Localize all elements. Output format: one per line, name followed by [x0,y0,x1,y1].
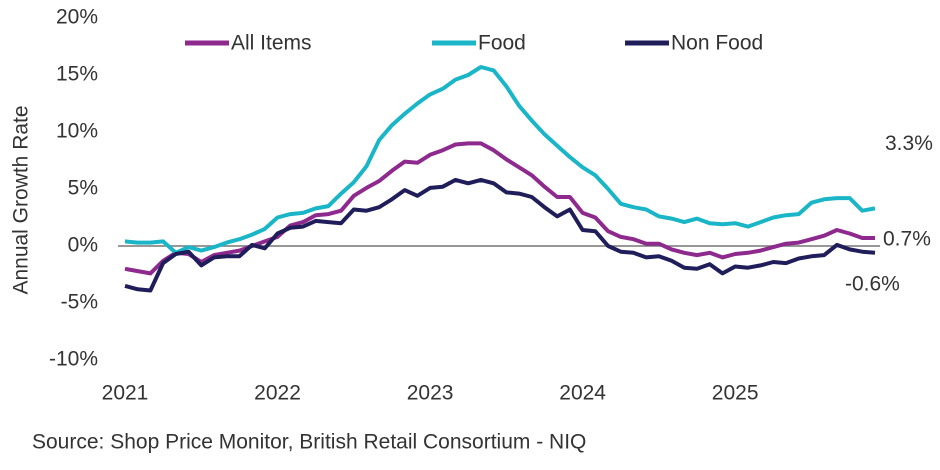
y-tick-label: 10% [56,120,98,143]
y-tick-label: 0% [68,234,98,257]
value-label: 0.7% [883,228,931,251]
x-tick-label: 2025 [712,382,759,405]
series-line [124,141,875,276]
y-tick-label: -10% [49,348,98,371]
source-note: Source: Shop Price Monitor, British Reta… [32,431,586,454]
x-tick-label: 2022 [254,382,301,405]
legend-label: Non Food [671,32,763,55]
y-tick-label: 15% [56,63,98,86]
legend-label: Food [478,32,526,55]
value-label: -0.6% [845,272,900,295]
y-tick-label: 20% [56,6,98,29]
x-tick-label: 2023 [407,382,454,405]
x-tick-label: 2021 [102,382,149,405]
y-axis-title: Annual Growth Rate [10,105,33,294]
y-tick-label: -5% [61,291,98,314]
series-line [124,65,876,255]
x-tick-label: 2024 [559,382,606,405]
legend-label: All Items [231,32,312,55]
series-line [124,177,876,293]
value-label: 3.3% [885,132,933,155]
y-tick-label: 5% [68,177,98,200]
